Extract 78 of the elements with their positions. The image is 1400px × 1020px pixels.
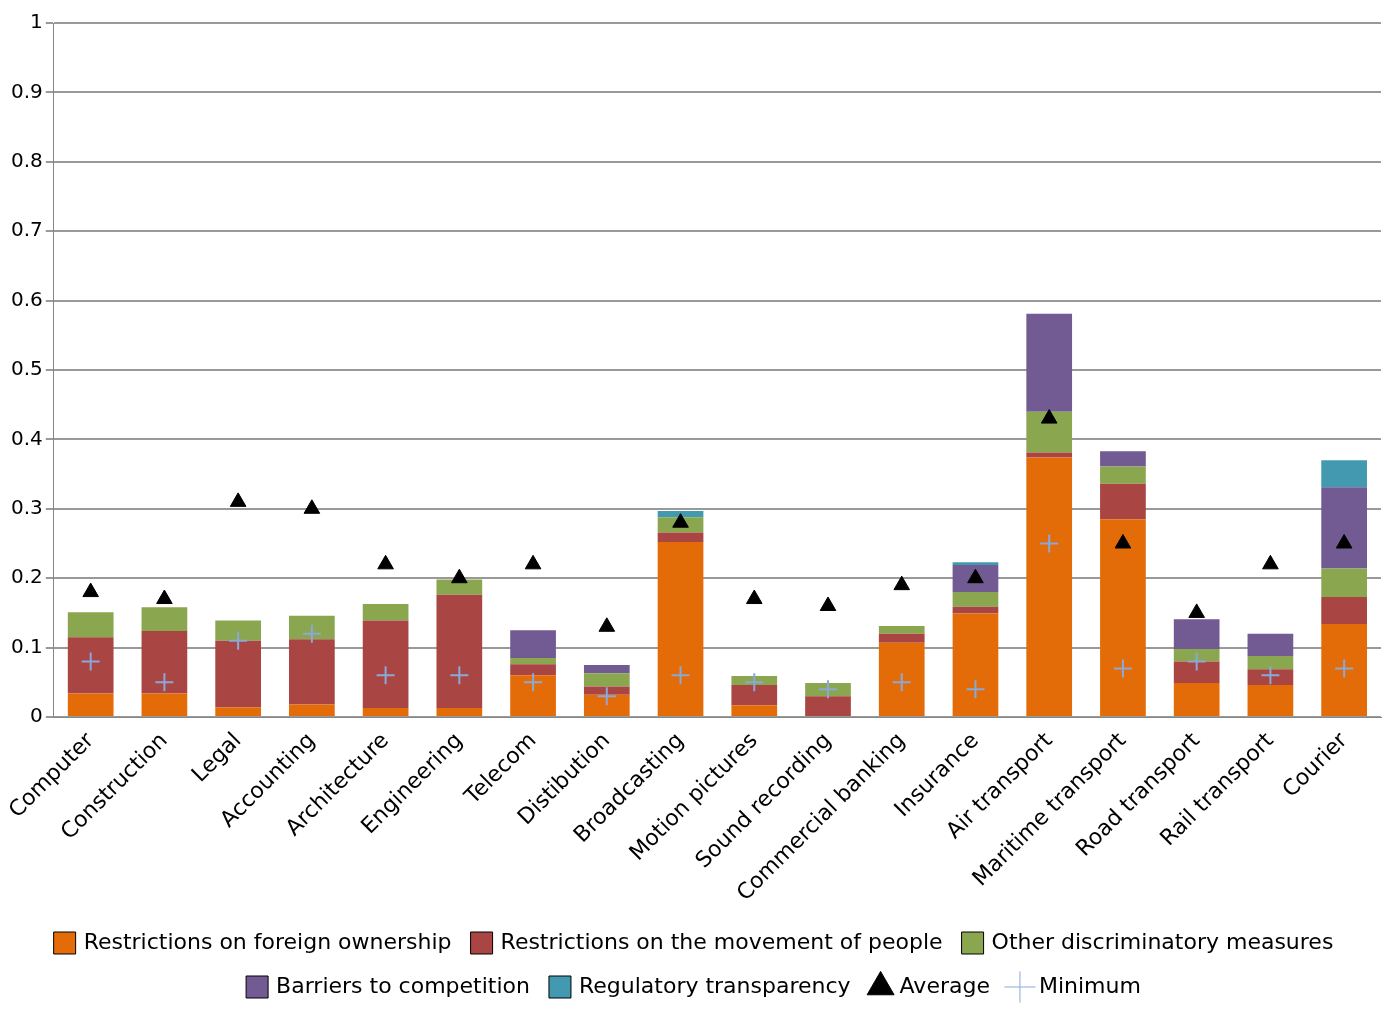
legend-label: Average	[899, 972, 990, 998]
bar	[731, 705, 778, 717]
bar	[510, 630, 556, 659]
bar	[141, 693, 188, 717]
y-tick-label: 0.7	[10, 217, 43, 242]
bar	[289, 615, 335, 640]
y-tick-label: 1	[30, 9, 43, 34]
legend-label: Barriers to competition	[276, 972, 530, 998]
bar	[1026, 411, 1073, 453]
bar	[1247, 669, 1294, 686]
bar	[1173, 661, 1220, 684]
bar	[952, 613, 999, 717]
bar	[215, 707, 261, 717]
bar	[878, 626, 925, 634]
bar	[583, 664, 630, 674]
bar	[1321, 568, 1367, 597]
bar	[362, 707, 409, 717]
bar	[805, 683, 851, 697]
bar	[436, 594, 483, 708]
legend-label: Minimum	[1038, 972, 1141, 998]
y-tick-label: 0	[30, 703, 43, 728]
bar	[878, 642, 925, 717]
bar	[1100, 466, 1146, 484]
bar	[141, 630, 188, 694]
bar	[510, 658, 556, 665]
bar	[1321, 624, 1367, 717]
legend-label: Restrictions on the movement of people	[500, 928, 943, 954]
y-tick-label: 0.2	[10, 564, 43, 589]
bar	[289, 704, 335, 717]
bar	[510, 675, 556, 717]
bar	[583, 673, 630, 687]
bar	[1321, 460, 1367, 488]
bar	[1100, 451, 1146, 467]
bar	[289, 639, 335, 705]
bar	[583, 694, 630, 717]
bar	[362, 603, 409, 621]
bar	[952, 592, 999, 607]
bar	[952, 562, 999, 566]
bar	[67, 612, 114, 638]
bar	[510, 664, 556, 676]
legend-label: Regulatory transparency	[578, 972, 851, 998]
bar	[1100, 483, 1146, 520]
legend-label: Restrictions on foreign ownership	[83, 928, 452, 954]
bar	[215, 640, 261, 708]
bar	[657, 542, 704, 717]
bar	[1173, 649, 1220, 662]
bar	[1026, 457, 1073, 717]
bar	[583, 686, 630, 695]
bar	[805, 696, 851, 717]
bar	[1321, 596, 1367, 625]
bar	[67, 693, 114, 717]
bar	[67, 637, 114, 694]
y-tick-label: 0.1	[10, 633, 43, 658]
y-tick-label: 0.9	[10, 78, 43, 103]
y-tick-label: 0.5	[10, 356, 43, 381]
y-tick-label: 0.8	[10, 148, 43, 173]
bar	[657, 532, 704, 543]
bar	[141, 607, 188, 631]
legend-label: Other discriminatory measures	[991, 928, 1334, 954]
bar	[1173, 619, 1220, 649]
bar	[1321, 487, 1367, 569]
bar	[1100, 519, 1146, 717]
bar	[1173, 683, 1220, 717]
bar	[1026, 313, 1073, 412]
bar	[1247, 633, 1294, 656]
y-tick-label: 0.3	[10, 495, 43, 520]
bar	[436, 579, 483, 595]
bar	[1247, 655, 1294, 670]
bar	[215, 620, 261, 641]
bar	[731, 685, 778, 706]
y-tick-label: 0.6	[10, 286, 43, 311]
bar	[952, 606, 999, 614]
bar	[878, 633, 925, 643]
bar	[657, 510, 704, 518]
bar	[362, 620, 409, 708]
bar	[1247, 685, 1294, 717]
bar	[436, 707, 483, 717]
y-tick-label: 0.4	[10, 425, 43, 450]
